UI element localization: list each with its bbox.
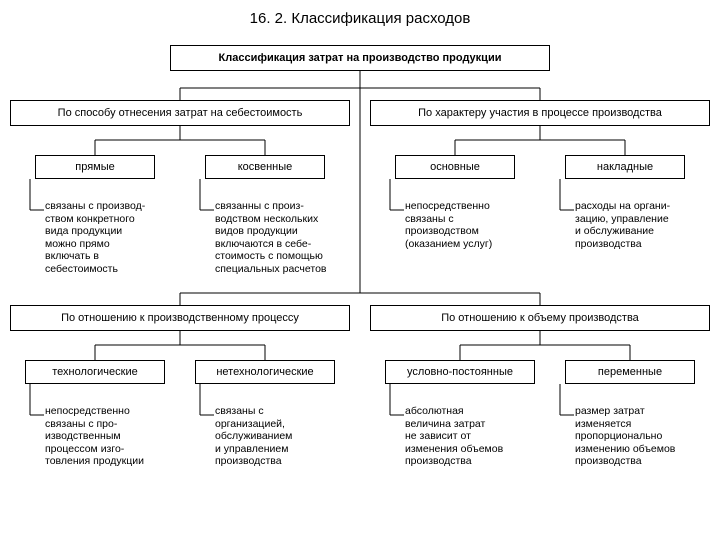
- node-b2: накладные: [565, 155, 685, 179]
- branch-d: По отношению к объему производства: [370, 305, 710, 331]
- node-a1: прямые: [35, 155, 155, 179]
- desc-c2: связаны сорганизацией,обслуживаниеми упр…: [215, 405, 345, 468]
- page-title: 16. 2. Классификация расходов: [0, 10, 720, 27]
- branch-b: По характеру участия в процессе производ…: [370, 100, 710, 126]
- desc-b2: расходы на органи-зацию, управлениеи обс…: [575, 200, 705, 250]
- branch-a: По способу отнесения затрат на себестоим…: [10, 100, 350, 126]
- desc-d2: размер затратизменяетсяпропорциональноиз…: [575, 405, 715, 468]
- desc-a1: связаны с производ-ством конкретноговида…: [45, 200, 175, 276]
- desc-d1: абсолютнаявеличина затратне зависит отиз…: [405, 405, 545, 468]
- node-c2: нетехнологические: [195, 360, 335, 384]
- node-b1: основные: [395, 155, 515, 179]
- node-d2: переменные: [565, 360, 695, 384]
- desc-c1: непосредственносвязаны с про-изводственн…: [45, 405, 175, 468]
- node-d1: условно-постоянные: [385, 360, 535, 384]
- node-a2: косвенные: [205, 155, 325, 179]
- desc-b1: непосредственносвязаны спроизводством(ок…: [405, 200, 535, 250]
- root-node: Классификация затрат на производство про…: [170, 45, 550, 71]
- desc-a2: связанны с произ-водством несколькихвидо…: [215, 200, 355, 276]
- branch-c: По отношению к производственному процесс…: [10, 305, 350, 331]
- node-c1: технологические: [25, 360, 165, 384]
